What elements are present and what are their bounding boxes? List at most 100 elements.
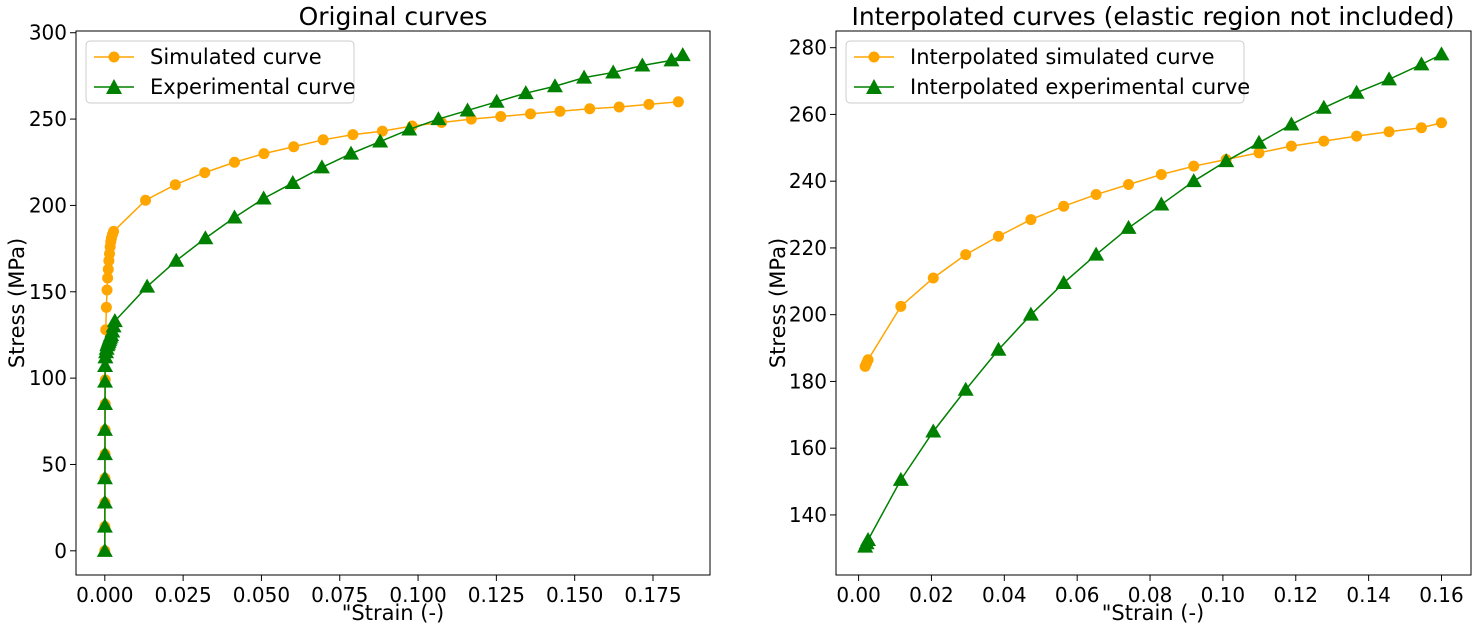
x-tick-label: 0.06 [1055,583,1100,607]
x-tick-label: 0.125 [468,583,525,607]
chart-title: Original curves [299,2,488,31]
x-tick-label: 0.10 [1201,583,1246,607]
ticks: 0.000 0.025 0.050 0.075 0.100 0.125 0.150 0.175… [29,21,682,607]
data-point-simulated-curve [613,101,625,113]
data-point-experimental-curve [96,421,113,436]
plot-area [96,47,691,557]
series-line-interpolated-simulated-curve [864,122,1442,367]
x-tick-label: 0.12 [1273,583,1318,607]
data-point-interpolated-experimental-curve [1381,71,1398,86]
data-point-interpolated-simulated-curve [927,272,939,284]
legend: Simulated curve Experimental curve [85,40,356,104]
data-point-simulated-curve [317,134,329,146]
data-point-interpolated-simulated-curve [1253,147,1265,159]
data-point-interpolated-experimental-curve [1315,99,1332,114]
data-point-interpolated-experimental-curve [1088,246,1105,261]
data-point-experimental-curve [96,446,113,461]
data-point-interpolated-simulated-curve [960,249,972,261]
y-tick-label: 220 [789,236,827,260]
data-point-simulated-curve [495,110,507,122]
data-point-simulated-curve [525,108,537,120]
data-point-interpolated-experimental-curve [892,471,909,486]
legend-marker-simulated [108,51,120,63]
x-tick-label: 0.00 [836,583,881,607]
data-point-experimental-curve [284,174,301,189]
y-tick-label: 250 [29,107,67,131]
data-point-experimental-curve [96,470,113,485]
legend-marker-experimental [106,79,122,94]
data-point-experimental-curve [226,209,243,224]
data-point-interpolated-experimental-curve [1348,84,1365,99]
legend-label-simulated: Interpolated simulated curve [910,45,1215,69]
plot-frame [75,30,711,576]
data-point-interpolated-simulated-curve [862,354,874,366]
legend: Interpolated simulated curve Interpolate… [845,40,1250,104]
data-point-experimental-curve [488,93,505,108]
legend-label-experimental: Experimental curve [150,75,356,99]
y-tick-label: 240 [789,169,827,193]
data-point-experimental-curve [634,57,651,72]
data-point-interpolated-simulated-curve [1318,135,1330,147]
data-point-simulated-curve [140,194,152,206]
data-point-experimental-curve [97,358,114,373]
data-point-experimental-curve [139,278,156,293]
data-point-experimental-curve [343,145,360,160]
data-point-interpolated-simulated-curve [895,300,907,312]
data-point-interpolated-experimental-curve [957,381,974,396]
data-point-experimental-curve [546,78,563,93]
x-tick-label: 0.025 [154,583,211,607]
x-tick-label: 0.04 [982,583,1027,607]
data-point-simulated-curve [643,98,655,110]
data-point-interpolated-simulated-curve [1351,130,1363,142]
data-point-interpolated-experimental-curve [1218,153,1235,168]
data-point-interpolated-experimental-curve [860,531,877,546]
legend-box [85,40,355,104]
data-point-interpolated-simulated-curve [1435,117,1447,129]
data-point-interpolated-experimental-curve [1055,274,1072,289]
y-tick-label: 180 [789,369,827,393]
data-point-simulated-curve [347,129,359,141]
data-point-experimental-curve [517,85,534,100]
data-point-experimental-curve [313,159,330,174]
data-point-interpolated-experimental-curve [1185,173,1202,188]
x-tick-label: 0.000 [76,583,133,607]
chart-original-curves: Original curves 0.000 0.025 0.050 0.075 0.10… [5,2,711,625]
data-point-simulated-curve [101,284,113,296]
x-tick-label: 0.16 [1419,583,1464,607]
chart-interpolated-curves: Interpolated curves (elastic region not … [766,2,1472,625]
data-point-experimental-curve [674,47,691,62]
y-tick-label: 300 [29,21,67,45]
y-tick-label: 100 [29,366,67,390]
data-point-interpolated-experimental-curve [1283,116,1300,131]
data-point-simulated-curve [288,141,300,153]
x-tick-label: 0.175 [624,583,681,607]
legend-label-experimental: Interpolated experimental curve [910,75,1250,99]
data-point-experimental-curve [96,518,113,533]
x-tick-label: 0.050 [233,583,290,607]
x-tick-label: 0.100 [389,583,446,607]
y-tick-label: 200 [789,303,827,327]
data-point-interpolated-experimental-curve [925,423,942,438]
x-axis-label: "Strain (-) [342,601,445,625]
data-point-simulated-curve [376,125,388,137]
legend-marker-experimental [866,79,882,94]
data-point-experimental-curve [430,111,447,126]
x-tick-label: 0.075 [311,583,368,607]
data-point-experimental-curve [605,64,622,79]
x-axis-label: "Strain (-) [1102,601,1205,625]
data-point-simulated-curve [672,96,684,108]
ticks: 0.00 0.02 0.04 0.06 0.08 0.10 0.12 0.14 0.16 140 1… [789,36,1464,607]
x-tick-label: 0.14 [1346,583,1391,607]
data-point-simulated-curve [169,179,181,191]
y-tick-label: 260 [789,102,827,126]
data-point-interpolated-experimental-curve [1120,219,1137,234]
data-point-experimental-curve [663,52,680,67]
series-line-interpolated-experimental-curve [864,53,1442,547]
data-point-experimental-curve [168,252,185,267]
y-tick-label: 140 [789,503,827,527]
data-point-interpolated-simulated-curve [1415,122,1427,134]
data-point-interpolated-experimental-curve [1433,46,1450,61]
plot-frame [835,30,1472,576]
x-tick-label: 0.08 [1128,583,1173,607]
y-tick-label: 200 [29,193,67,217]
